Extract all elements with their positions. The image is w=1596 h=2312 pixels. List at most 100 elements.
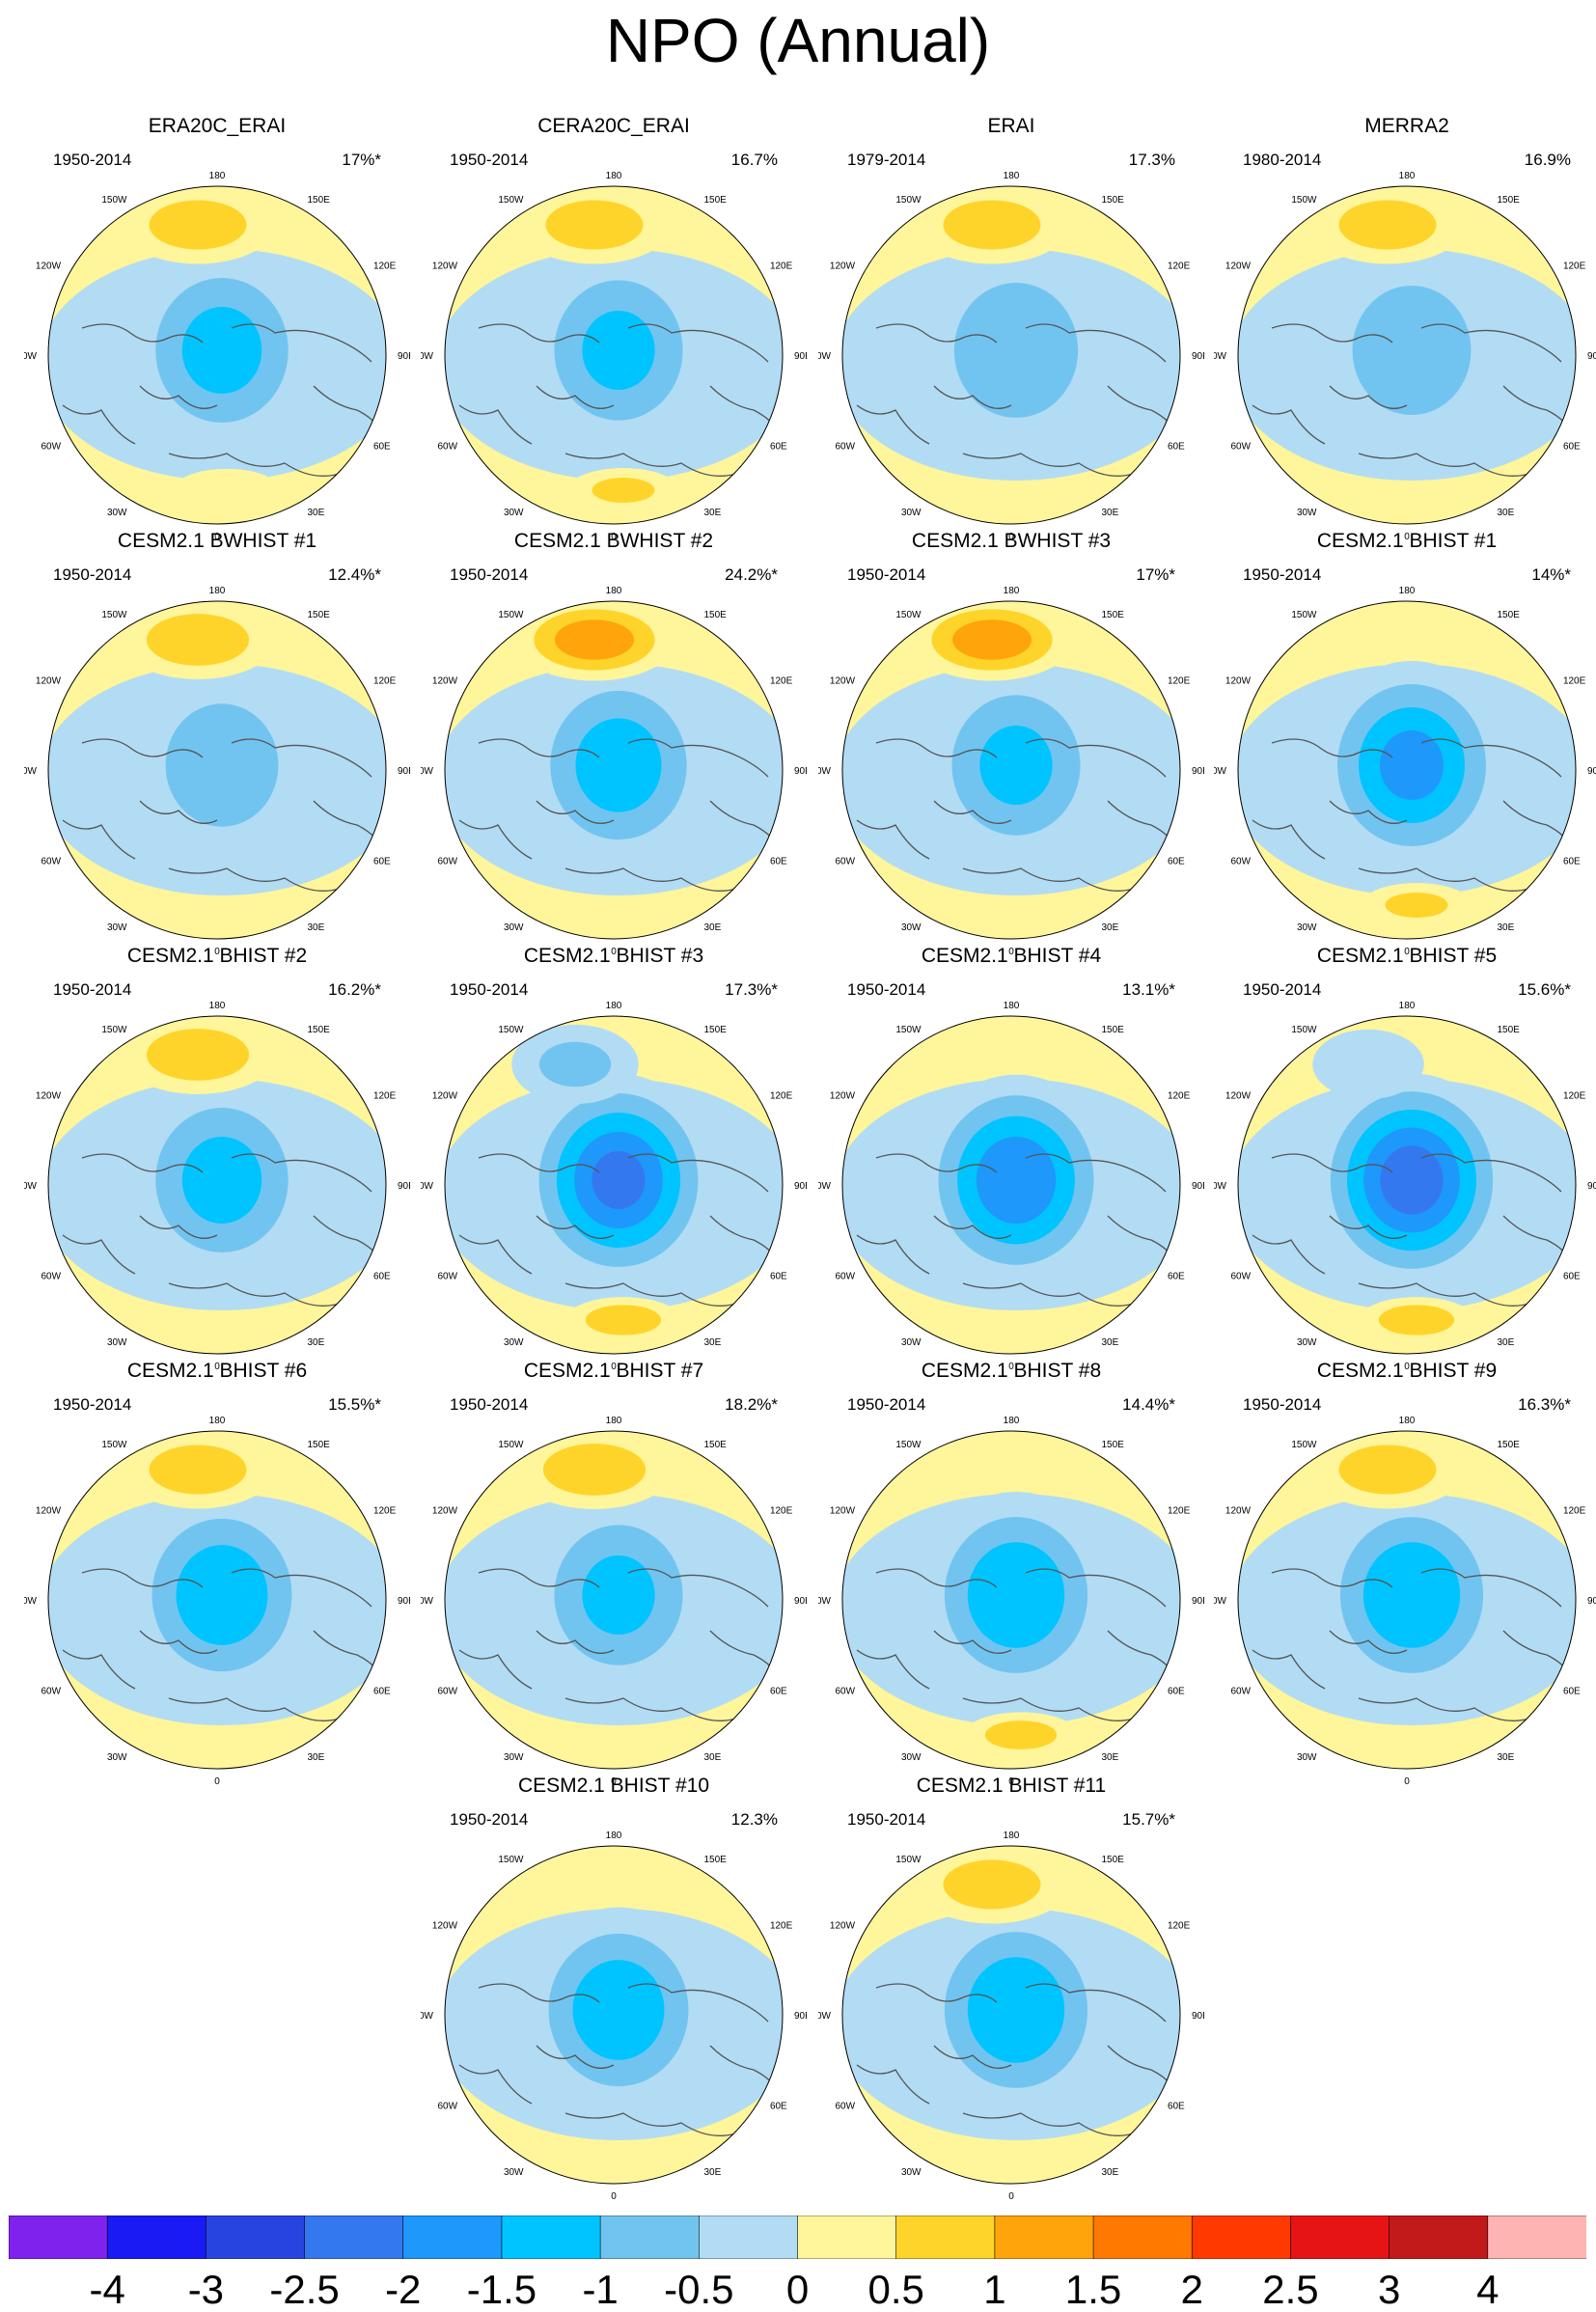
longitude-label: 90W bbox=[421, 1596, 434, 1607]
longitude-label: 180 bbox=[606, 171, 622, 181]
longitude-label: 60E bbox=[1168, 442, 1185, 453]
arctic-low bbox=[575, 718, 662, 812]
map-panel: CESM2.1 BHIST #4 1950-2014 13.1%* 180 150E 12… bbox=[818, 944, 1204, 1372]
longitude-label: 0 bbox=[1008, 2191, 1014, 2202]
longitude-label: 150E bbox=[1102, 1025, 1125, 1035]
longitude-label: 60E bbox=[1563, 1272, 1581, 1282]
main-title: NPO (Annual) bbox=[605, 6, 991, 75]
longitude-label: 120W bbox=[830, 261, 856, 272]
arctic-low bbox=[181, 1137, 262, 1224]
pacific-high bbox=[146, 614, 250, 666]
longitude-label: 0 bbox=[1008, 532, 1014, 542]
polar-map: 180 150E 120E 90E 60E 30E 0 30W 60W 90W 120W 150W bbox=[421, 1830, 807, 2202]
longitude-label: 90E bbox=[794, 1596, 807, 1607]
longitude-label: 90E bbox=[1192, 1181, 1204, 1192]
longitude-label: 90E bbox=[1192, 2011, 1204, 2022]
polar-map: 180 150E 120E 90E 60E 30E 0 30W 60W 90W 120W 150W bbox=[1214, 1416, 1596, 1787]
colorbar-segment bbox=[106, 2216, 207, 2259]
colorbar-segment bbox=[699, 2216, 799, 2259]
polar-map: 180 150E 120E 90E 60E 30E 0 30W 60W 90W 120W 150W bbox=[421, 586, 807, 957]
colorbar-segment bbox=[1290, 2216, 1390, 2259]
coastline bbox=[627, 1983, 769, 2023]
panel-period: 1979-2014 bbox=[847, 151, 926, 169]
coastline bbox=[933, 1215, 1012, 1239]
longitude-label: 120E bbox=[770, 1506, 793, 1517]
arctic-low bbox=[176, 1545, 268, 1645]
longitude-label: 90W bbox=[818, 351, 832, 362]
panel-title: CESM2.1 BHIST #3 bbox=[523, 945, 704, 967]
longitude-label: 60E bbox=[770, 1272, 787, 1282]
longitude-label: 150W bbox=[101, 610, 127, 620]
panel-variance: 17.3% bbox=[1128, 151, 1175, 169]
arctic-low bbox=[979, 725, 1053, 806]
longitude-label: 60W bbox=[835, 2102, 855, 2112]
panel-variance: 14%* bbox=[1531, 565, 1571, 584]
colorbar-segment bbox=[1092, 2216, 1194, 2259]
longitude-label: 0 bbox=[1404, 1362, 1410, 1372]
longitude-label: 60E bbox=[373, 857, 391, 867]
longitude-label: 150W bbox=[101, 1440, 127, 1450]
colorbar-segment bbox=[1191, 2216, 1292, 2259]
arctic-low bbox=[953, 283, 1079, 418]
colorbar-label: 0 bbox=[785, 2267, 810, 2312]
longitude-label: 150E bbox=[704, 195, 728, 206]
map-border bbox=[47, 1430, 387, 1770]
panel-title: CESM2.1 BHIST #4 bbox=[921, 945, 1102, 967]
panel-title: CESM2.1 BWHIST #2 bbox=[513, 530, 714, 552]
map-border bbox=[1237, 1430, 1577, 1770]
map-panel: ERA20C_ERAI 1950-2014 17%* 180 150E 120E 90E 60… bbox=[24, 114, 410, 542]
longitude-label: 120W bbox=[830, 1091, 856, 1102]
panel-title: ERAI bbox=[987, 115, 1035, 137]
panel-variance: 12.4%* bbox=[328, 565, 381, 584]
map-panel: CESM2.1 BWHIST #3 1950-2014 17%* 180 150E 120… bbox=[818, 529, 1204, 957]
longitude-label: 90W bbox=[421, 2011, 434, 2022]
longitude-label: 90E bbox=[398, 766, 410, 777]
longitude-label: 0 bbox=[1404, 1776, 1410, 1787]
longitude-label: 120E bbox=[1168, 261, 1191, 272]
panel-variance: 13.1%* bbox=[1122, 980, 1175, 999]
longitude-label: 30W bbox=[504, 2167, 524, 2178]
panel-variance: 17.3%* bbox=[725, 980, 778, 999]
coastline bbox=[1329, 1630, 1408, 1654]
map-panel: CESM2.1 BHIST #10 1950-2014 12.3% 180 150E 12… bbox=[421, 1774, 807, 2202]
longitude-label: 120E bbox=[373, 1091, 397, 1102]
longitude-label: 180 bbox=[1399, 1416, 1416, 1426]
arctic-low bbox=[181, 307, 262, 394]
longitude-label: 30E bbox=[704, 2167, 722, 2178]
panel-title: CERA20C_ERAI bbox=[537, 115, 690, 137]
coastline bbox=[62, 1649, 136, 1690]
panel-title: CESM2.1 BHIST #1 bbox=[1316, 530, 1498, 552]
longitude-label: 30W bbox=[1297, 508, 1317, 518]
polar-map: 180 150E 120E 90E 60E 30E 0 30W 60W 90W 120W 150W bbox=[818, 586, 1204, 957]
coastline bbox=[231, 323, 372, 363]
longitude-label: 120W bbox=[830, 1506, 856, 1517]
longitude-label: 150W bbox=[1291, 610, 1317, 620]
map-panel: CESM2.1 BHIST #11 1950-2014 15.7%* 180 150E 1… bbox=[818, 1774, 1204, 2202]
longitude-label: 30W bbox=[901, 1752, 922, 1763]
coastline bbox=[856, 819, 930, 860]
longitude-label: 150E bbox=[1498, 1440, 1521, 1450]
longitude-label: 90E bbox=[1587, 1596, 1596, 1607]
longitude-label: 30W bbox=[1297, 1337, 1317, 1348]
longitude-label: 150E bbox=[704, 1025, 728, 1035]
map-border bbox=[47, 1015, 387, 1355]
longitude-label: 30E bbox=[704, 1752, 722, 1763]
map-panel: CESM2.1 BHIST #2 1950-2014 16.2%* 180 150E 12… bbox=[24, 944, 410, 1372]
longitude-label: 0 bbox=[611, 947, 617, 957]
longitude-label: 30E bbox=[1498, 1337, 1515, 1348]
longitude-label: 30W bbox=[1297, 922, 1317, 933]
map-panel: CESM2.1 BHIST #8 1950-2014 14.4%* 180 150E 12… bbox=[818, 1359, 1204, 1787]
coastline bbox=[875, 738, 998, 758]
coastline bbox=[1252, 1649, 1326, 1690]
longitude-label: 0 bbox=[611, 1362, 617, 1372]
map-panel: CESM2.1 BHIST #5 1950-2014 15.6%* 180 150E 12… bbox=[1214, 944, 1596, 1372]
longitude-label: 90E bbox=[398, 1181, 410, 1192]
longitude-label: 90E bbox=[398, 351, 410, 362]
panel-period: 1950-2014 bbox=[450, 980, 529, 999]
longitude-label: 60W bbox=[1230, 857, 1251, 867]
coastline bbox=[231, 738, 372, 778]
arctic-low bbox=[967, 1957, 1065, 2063]
colorbar-label: 0.5 bbox=[867, 2267, 924, 2312]
longitude-label: 90W bbox=[1214, 1181, 1227, 1192]
longitude-label: 120E bbox=[1168, 1091, 1191, 1102]
